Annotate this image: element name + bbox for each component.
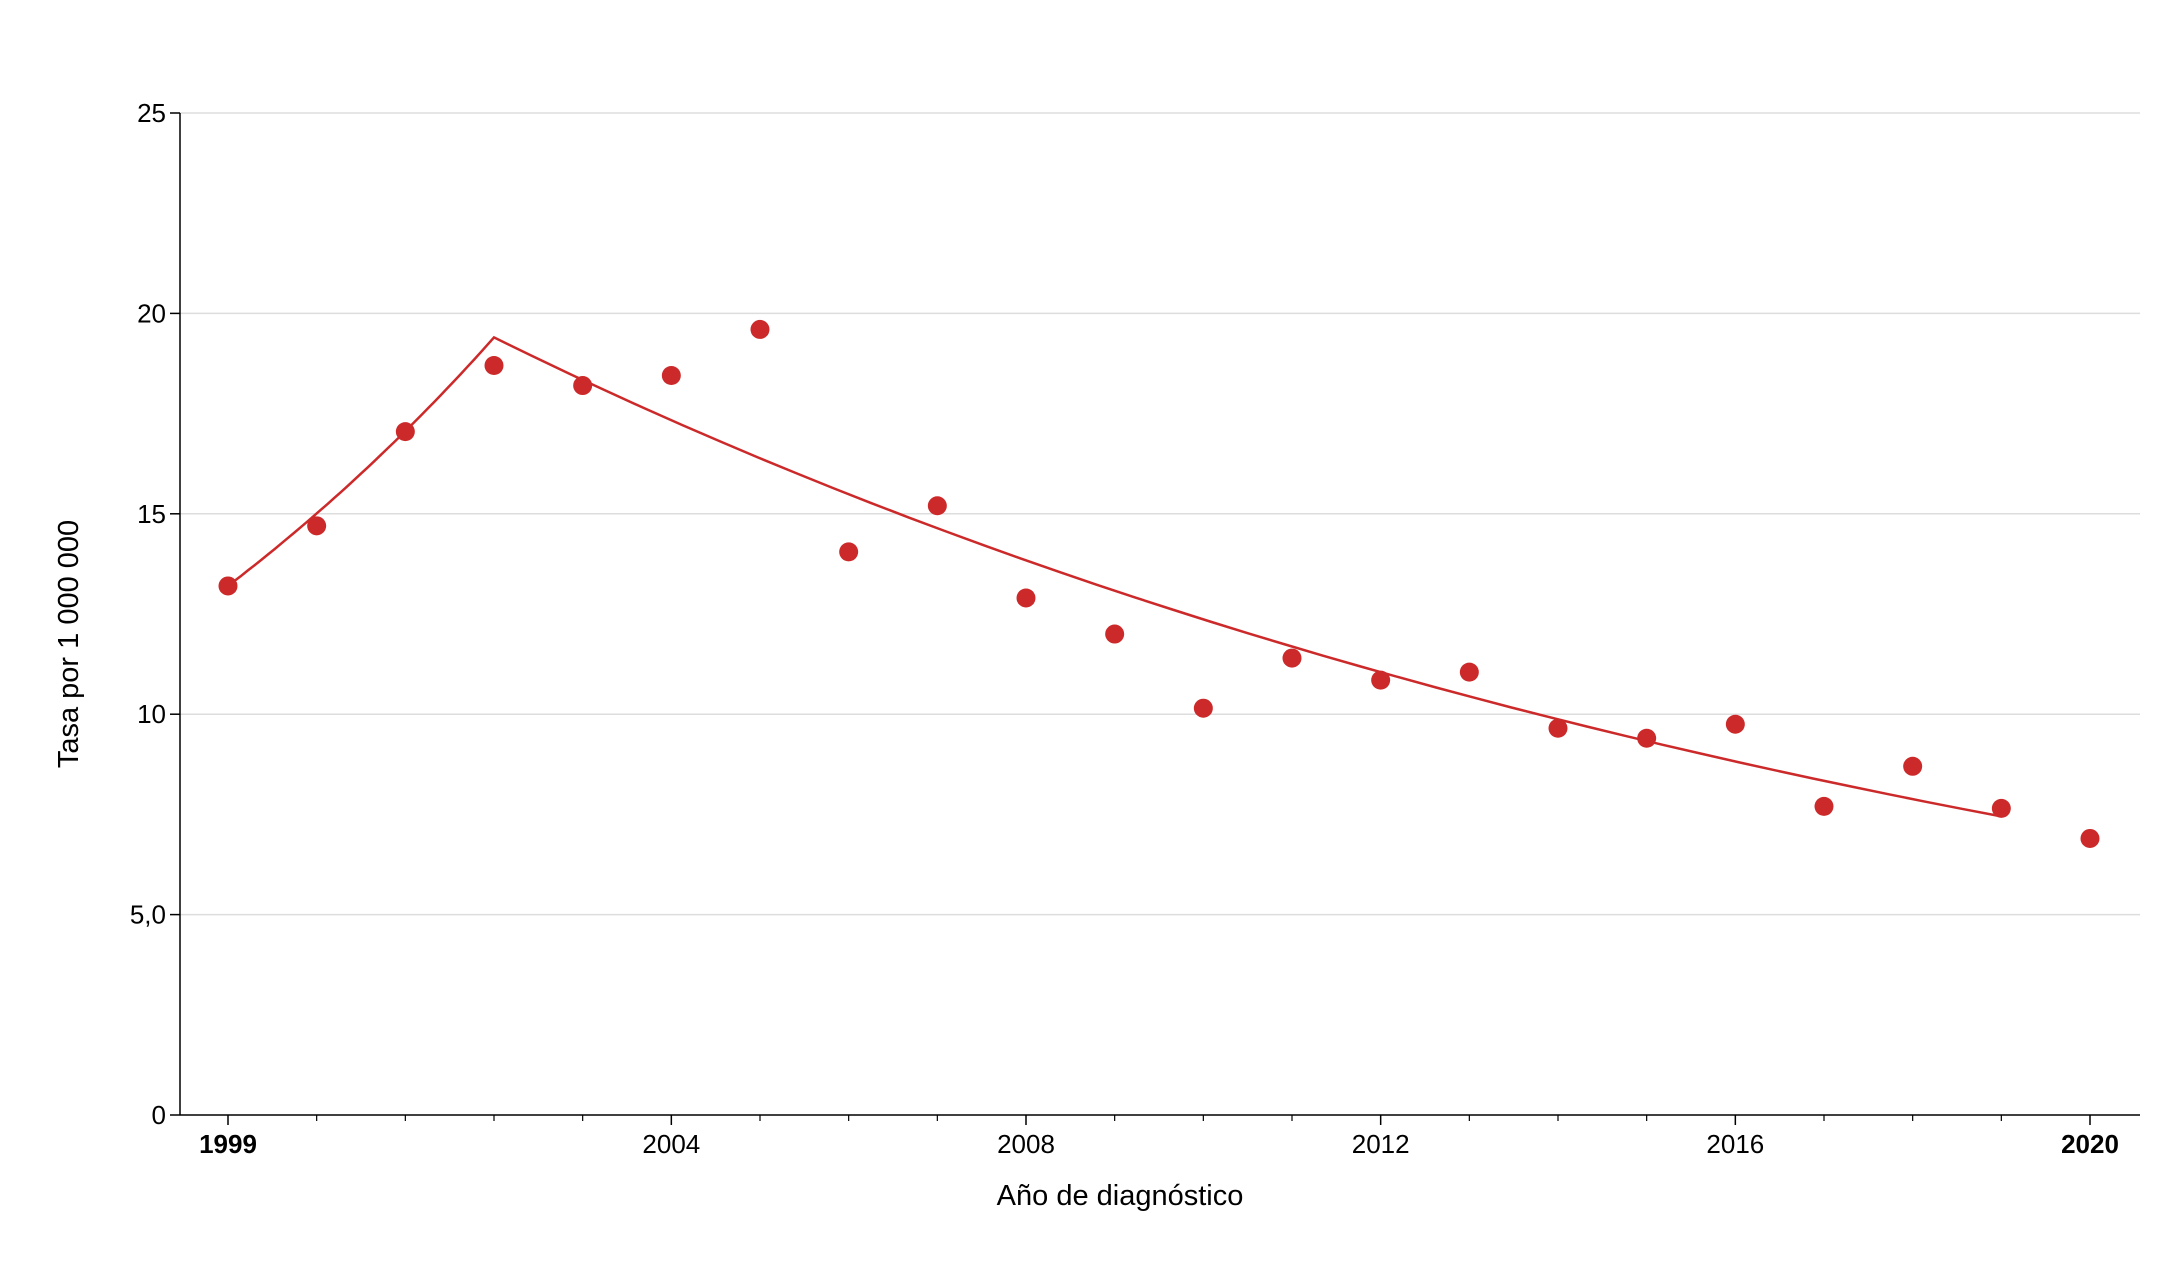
y-tick-label: 5,0 <box>130 900 166 930</box>
trend-line-group <box>227 335 2002 818</box>
x-axis-title: Año de diagnóstico <box>997 1180 1244 1212</box>
x-tick-label: 2004 <box>642 1129 700 1159</box>
y-tick-label: 10 <box>137 699 166 729</box>
trend-line <box>227 335 2002 818</box>
y-axis-title: Tasa por 1 000 000 <box>53 520 85 768</box>
tick-labels: 0 5,0 10 15 20 25 1999 2004 2008 2012 2016 2020 <box>130 98 2119 1159</box>
data-point <box>1991 798 2011 818</box>
data-point <box>750 319 770 339</box>
data-point <box>1548 718 1568 738</box>
y-tick-label: 25 <box>137 98 166 128</box>
data-point <box>1459 662 1479 682</box>
y-tick-label: 0 <box>152 1100 166 1130</box>
x-tick-label: 2012 <box>1352 1129 1410 1159</box>
x-tick-label: 2016 <box>1706 1129 1764 1159</box>
data-point <box>1282 648 1302 668</box>
data-point <box>839 542 859 562</box>
data-point <box>484 356 504 376</box>
data-point <box>927 496 947 516</box>
axes <box>170 112 2140 1125</box>
data-point <box>1016 588 1036 608</box>
data-point <box>1193 698 1213 718</box>
data-point <box>1903 756 1923 776</box>
data-point <box>573 376 593 396</box>
data-point <box>1814 796 1834 816</box>
data-point <box>2080 828 2100 848</box>
data-point <box>1725 714 1745 734</box>
data-point <box>395 422 415 442</box>
data-point <box>307 516 327 536</box>
y-tick-label: 20 <box>137 298 166 328</box>
data-point <box>1371 670 1391 690</box>
data-point <box>1105 624 1125 644</box>
grid-lines <box>180 112 2140 916</box>
data-point <box>661 366 681 386</box>
data-points <box>218 319 2100 848</box>
data-point <box>218 576 238 596</box>
x-tick-label: 2020 <box>2061 1129 2119 1159</box>
x-tick-label: 1999 <box>199 1129 257 1159</box>
x-tick-label: 2008 <box>997 1129 1055 1159</box>
data-point <box>1637 728 1657 748</box>
y-tick-label: 15 <box>137 499 166 529</box>
